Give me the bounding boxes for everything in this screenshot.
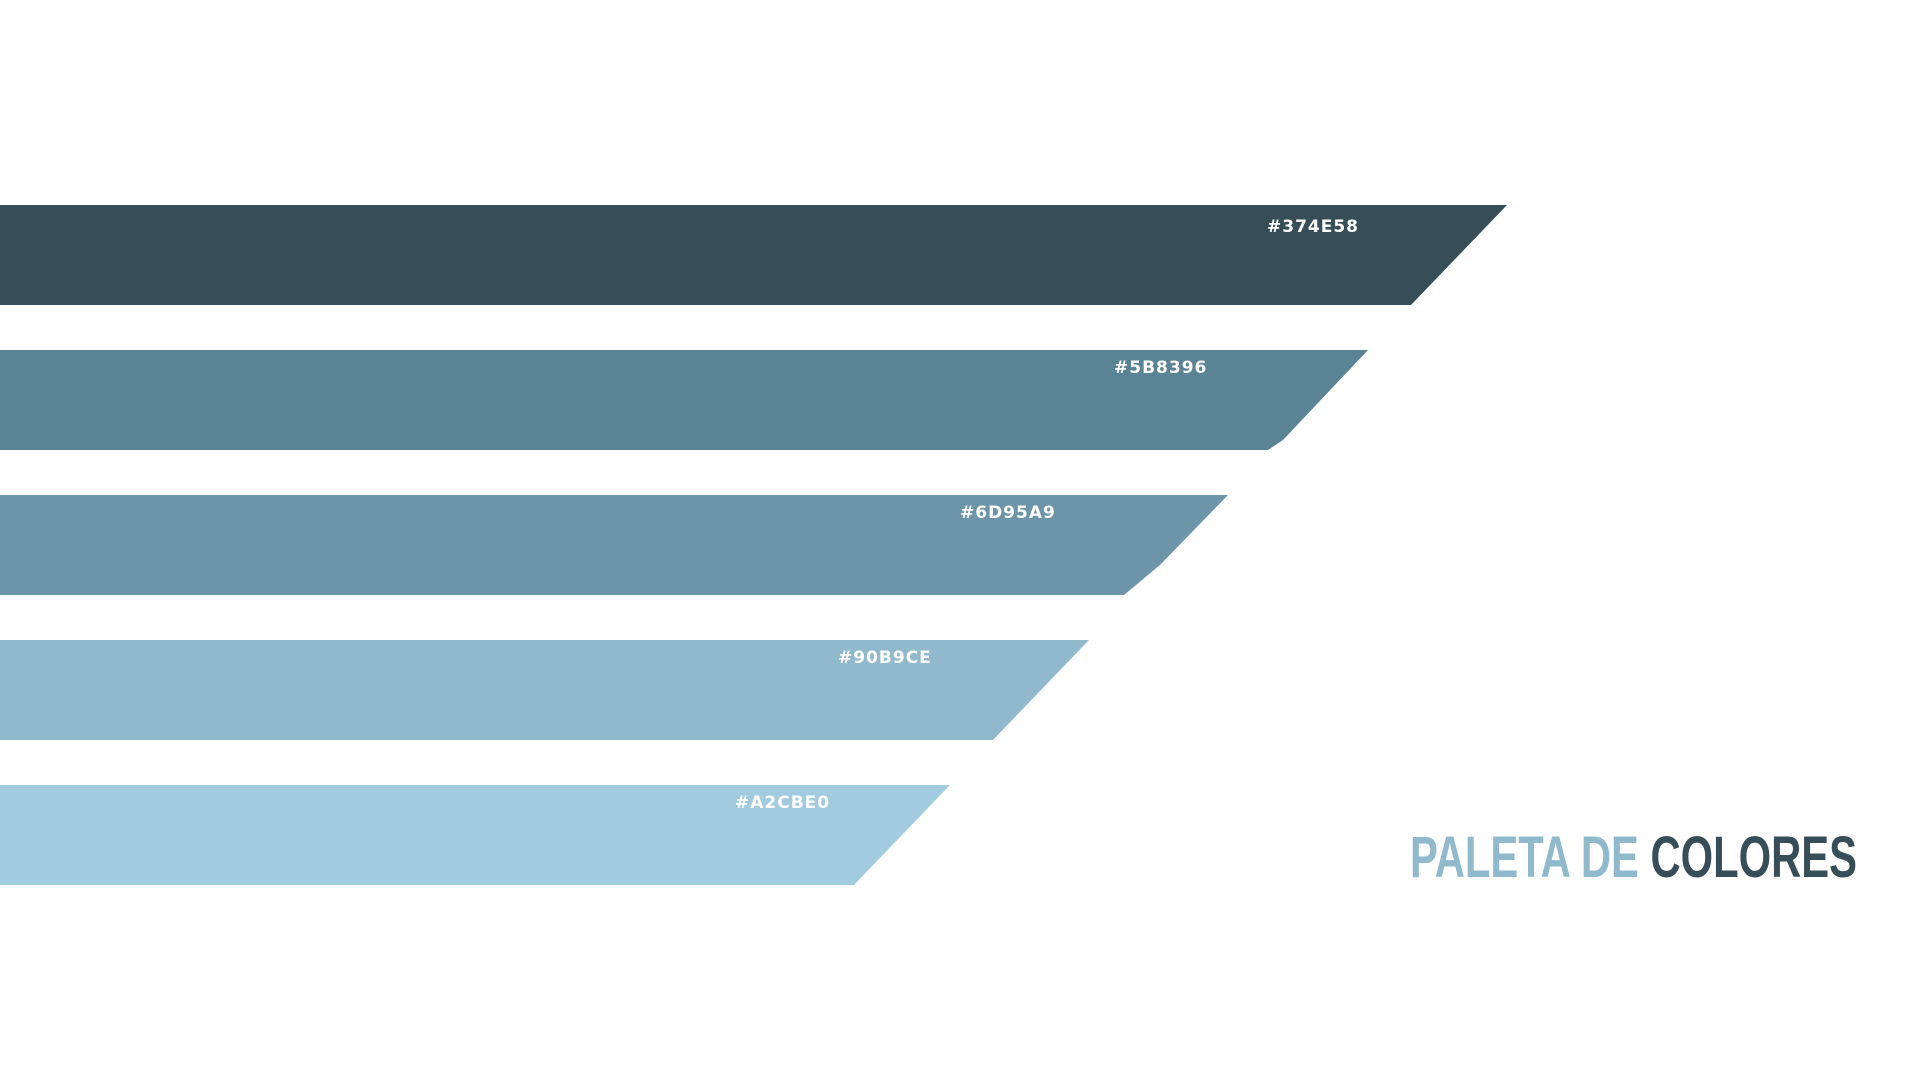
swatch-hex-label: #5B8396 [1114,358,1208,378]
swatch-bar-4 [0,640,1089,740]
page-title: PALETA DE COLORES [1410,826,1857,890]
swatch-hex-label: #6D95A9 [960,503,1056,523]
swatch-hex-label: #A2CBE0 [735,793,831,813]
swatch-bar-1 [0,205,1507,305]
title-part-1: PALETA DE [1410,825,1651,890]
swatch-4: #90B9CE [0,640,1089,740]
swatch-bar-2 [0,350,1368,450]
swatch-bar-5 [0,785,950,885]
swatch-3: #6D95A9 [0,495,1228,595]
swatch-bar-3 [0,495,1228,595]
swatch-hex-label: #90B9CE [838,648,932,668]
swatch-1: #374E58 [0,205,1507,305]
swatch-2: #5B8396 [0,350,1368,450]
swatch-5: #A2CBE0 [0,785,950,885]
swatch-hex-label: #374E58 [1267,217,1359,237]
title-part-2: COLORES [1650,825,1858,890]
